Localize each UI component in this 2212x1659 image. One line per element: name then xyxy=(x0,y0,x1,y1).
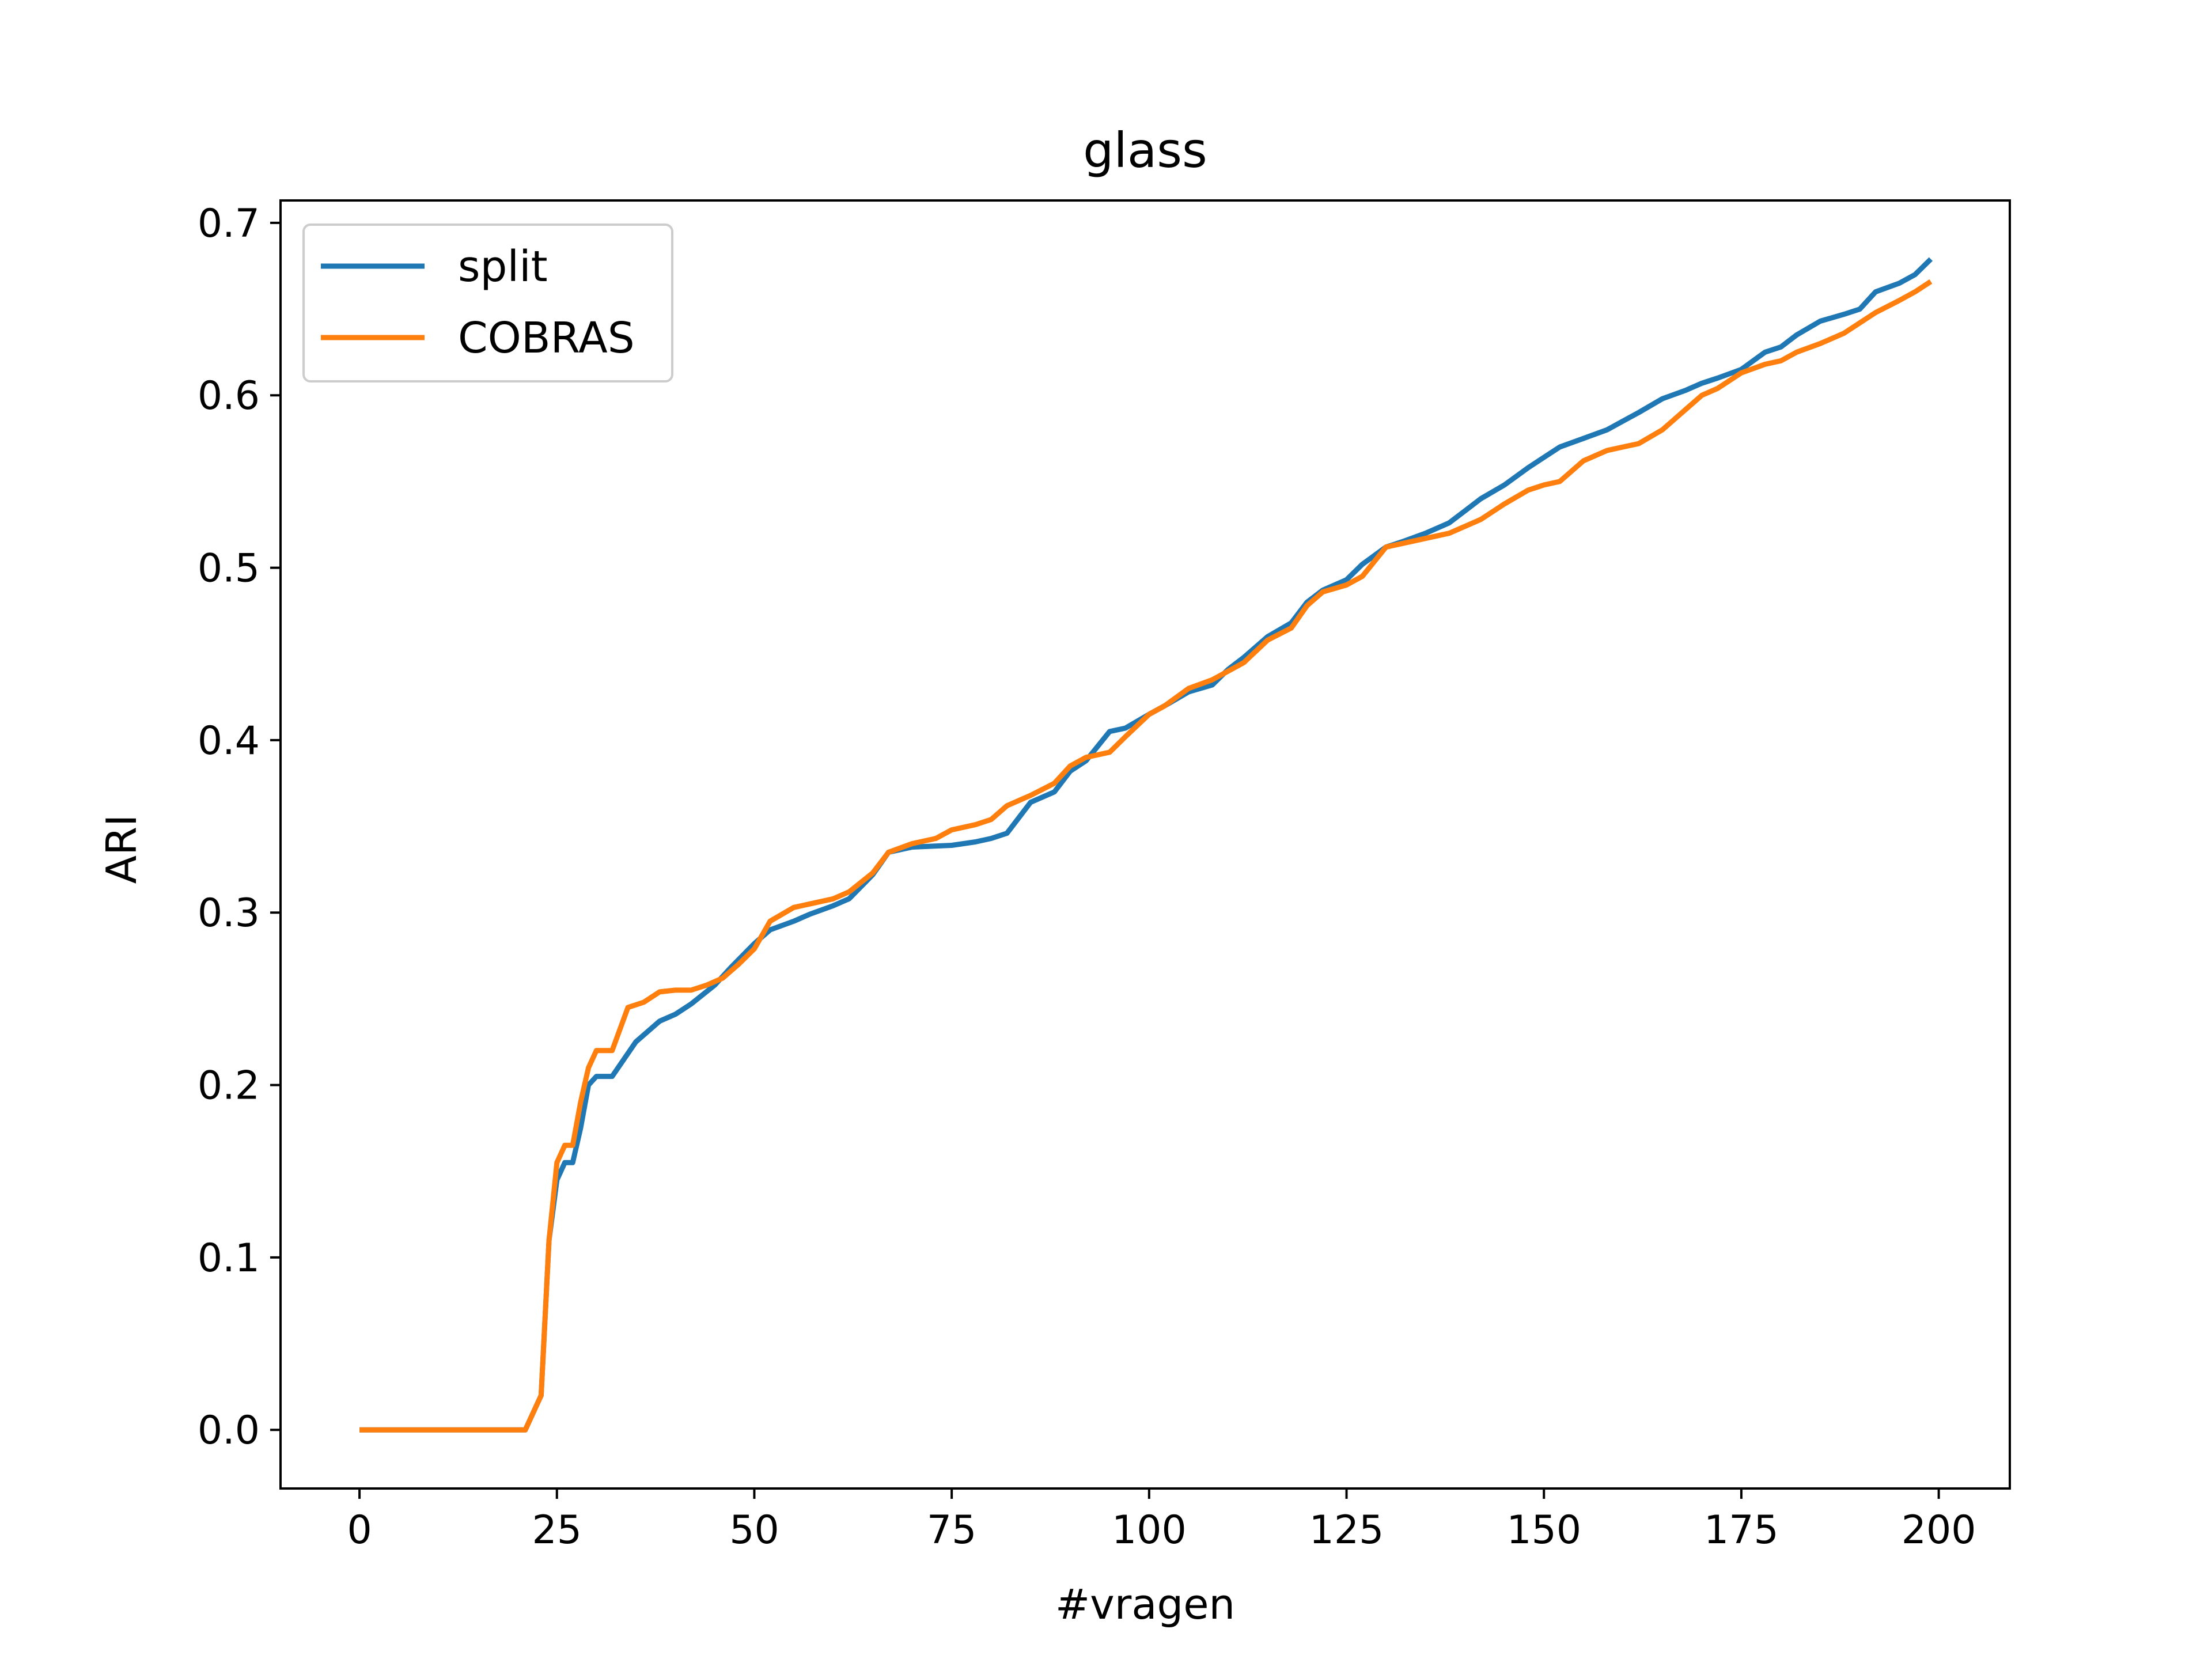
legend: split COBRAS xyxy=(302,224,673,382)
series-line-cobras xyxy=(359,279,1933,1433)
x-tick-label: 200 xyxy=(1902,1508,1976,1553)
y-tick-label: 0.7 xyxy=(198,201,260,247)
y-tick-label: 0.3 xyxy=(198,891,260,936)
x-axis-label: #vragen xyxy=(1055,1580,1235,1628)
x-tick-label: 150 xyxy=(1506,1508,1581,1553)
series-layer xyxy=(359,257,1933,1433)
y-tick-label: 0.0 xyxy=(198,1408,260,1453)
y-tick-label: 0.5 xyxy=(198,546,260,592)
y-tick-label: 0.4 xyxy=(198,718,260,764)
x-tick-label: 75 xyxy=(927,1508,977,1553)
x-tick-label: 0 xyxy=(347,1508,372,1553)
y-tick-label: 0.2 xyxy=(198,1063,260,1109)
y-axis-ticks: 0.0 0.1 0.2 0.3 0.4 0.5 0.6 0.7 xyxy=(198,201,281,1453)
x-tick-label: 175 xyxy=(1704,1508,1779,1553)
y-axis-label: ARI xyxy=(97,815,146,884)
y-tick-label: 0.1 xyxy=(198,1236,260,1281)
chart-title: glass xyxy=(1083,122,1207,179)
legend-label-split: split xyxy=(458,242,548,291)
x-tick-label: 125 xyxy=(1309,1508,1384,1553)
x-tick-label: 50 xyxy=(729,1508,779,1553)
x-tick-label: 100 xyxy=(1112,1508,1187,1553)
legend-label-cobras: COBRAS xyxy=(458,313,635,363)
x-tick-label: 25 xyxy=(532,1508,582,1553)
y-tick-label: 0.6 xyxy=(198,373,260,419)
x-axis-ticks: 0 25 50 75 100 125 150 175 200 xyxy=(347,1488,1976,1553)
plot-area-frame xyxy=(279,199,2011,1490)
